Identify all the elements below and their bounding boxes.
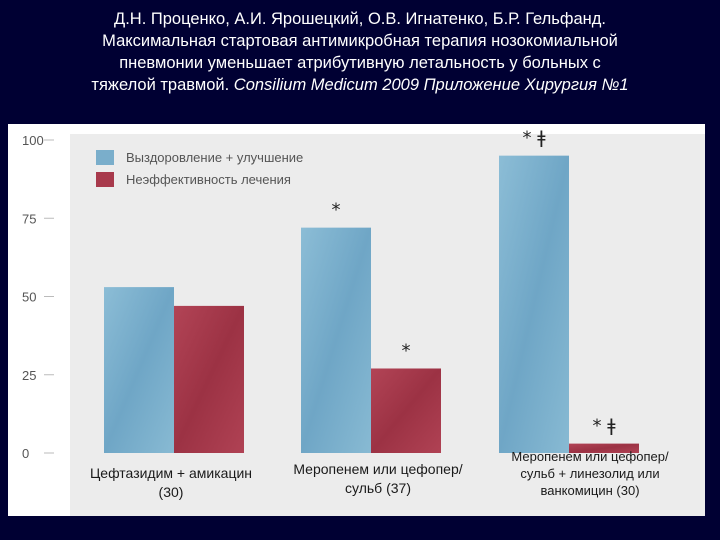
legend-item-recovery: Выздоровление + улучшение — [96, 148, 303, 166]
legend-label-recovery: Выздоровление + улучшение — [126, 149, 304, 165]
category-label-1: Цефтазидим + амикацин (30) — [89, 465, 253, 500]
significance-marker-failure-3: * ǂ — [593, 416, 617, 437]
bar-recovery-2 — [301, 227, 371, 453]
title-citation: Consilium Medicum 2009 Приложение Хирург… — [229, 76, 629, 94]
y-tick-label-75: 75 — [22, 211, 36, 226]
y-tick-label-0: 0 — [22, 446, 29, 461]
bar-recovery-3 — [499, 155, 569, 453]
title-line-3: пневмонии уменьшает атрибутивную летальн… — [119, 54, 601, 72]
legend-swatch-failure — [96, 171, 114, 187]
significance-marker-failure-2: * — [402, 340, 411, 361]
title-line-4: тяжелой травмой. Consilium Medicum 2009 … — [0, 74, 720, 96]
slide-title: Д.Н. Проценко, А.И. Ярошецкий, О.В. Игна… — [0, 8, 720, 96]
significance-marker-recovery-3: * ǂ — [523, 128, 547, 149]
category-label-3: Меропенем или цефопер/сульб + линезолид … — [511, 449, 669, 498]
bar-failure-2 — [371, 368, 441, 453]
bar-failure-3 — [569, 443, 639, 453]
legend-item-failure: Неэффективность лечения — [96, 170, 291, 188]
y-tick-label-50: 50 — [22, 290, 36, 305]
legend-swatch-recovery — [96, 149, 114, 165]
title-authors: Д.Н. Проценко, А.И. Ярошецкий, О.В. Игна… — [114, 10, 606, 28]
category-label-2: Меропенем или цефопер/сульб (37) — [293, 461, 463, 496]
y-tick-label-100: 100 — [22, 133, 44, 148]
y-tick-label-25: 25 — [22, 368, 36, 383]
bar-chart: 0 25 50 75 100 * * * ǂ * ǂ — [22, 128, 705, 516]
title-line-2: Максимальная стартовая антимикробная тер… — [102, 32, 618, 50]
bar-failure-1 — [174, 305, 244, 453]
title-line-4-start: тяжелой травмой. — [91, 76, 230, 94]
significance-marker-recovery-2: * — [332, 200, 341, 221]
bar-recovery-1 — [104, 287, 174, 453]
legend-label-failure: Неэффективность лечения — [126, 171, 291, 187]
chart-panel: 0 25 50 75 100 * * * ǂ * ǂ Выздоровление + улуч… — [8, 124, 705, 516]
